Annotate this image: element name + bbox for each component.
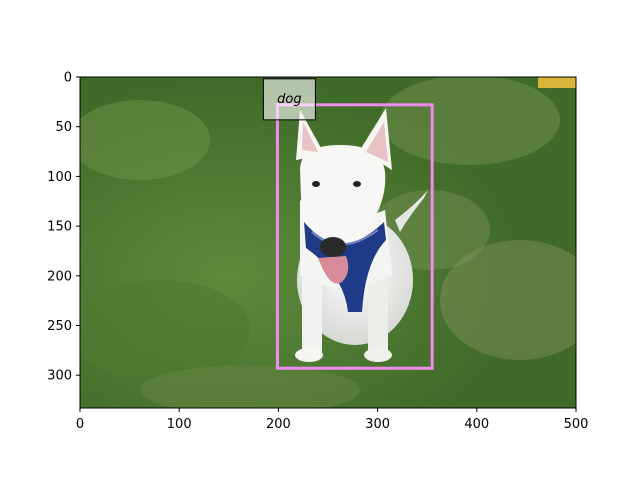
x-tick-label: 100 bbox=[167, 417, 192, 432]
y-tick-label: 150 bbox=[47, 220, 72, 235]
detections-layer: dog bbox=[262, 78, 434, 370]
y-tick-label: 200 bbox=[47, 269, 72, 284]
y-axis: 0 50 100 150 200 250 300 bbox=[47, 71, 80, 384]
x-axis: 0 100 200 300 400 500 bbox=[76, 408, 589, 432]
x-tick-label: 400 bbox=[464, 417, 489, 432]
x-tick-label: 500 bbox=[564, 417, 589, 432]
y-tick-label: 100 bbox=[47, 170, 72, 185]
y-tick-label: 300 bbox=[47, 369, 72, 384]
bounding-box-dog bbox=[275, 103, 434, 370]
bounding-box-label: dog bbox=[277, 92, 301, 107]
y-tick-label: 50 bbox=[55, 120, 72, 135]
x-tick-label: 0 bbox=[76, 417, 84, 432]
y-tick-label: 250 bbox=[47, 319, 72, 334]
x-tick-label: 200 bbox=[266, 417, 291, 432]
x-tick-label: 300 bbox=[365, 417, 390, 432]
axes-frame bbox=[79, 76, 577, 409]
dog-silhouette bbox=[295, 108, 428, 362]
y-tick-label: 0 bbox=[64, 71, 72, 86]
bounding-box-label-background bbox=[262, 78, 316, 121]
photo-dog-on-grass bbox=[80, 77, 576, 408]
